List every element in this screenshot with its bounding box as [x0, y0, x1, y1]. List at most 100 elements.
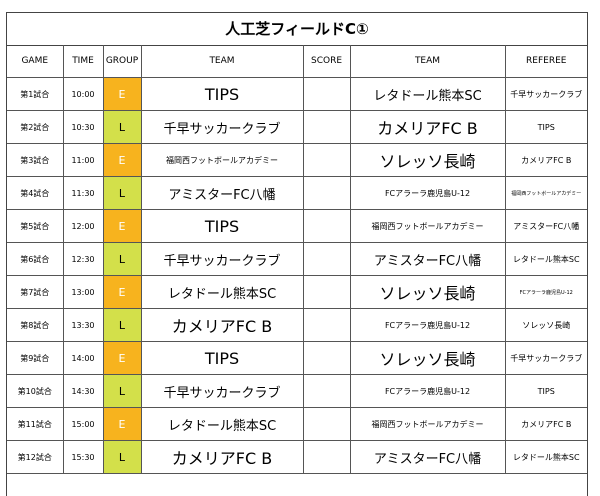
table-row: 第1試合 10:00 E TIPS レタドール熊本SC 千早サッカークラブ: [7, 77, 587, 111]
group-cell: E: [102, 143, 142, 177]
game-cell: 第7試合: [7, 275, 64, 309]
table-row: 第11試合 15:00 E レタドール熊本SC 福岡西フットボールアカデミー カメリアFC…: [7, 407, 587, 441]
header-time: TIME: [62, 45, 104, 78]
header-row: GAME TIME GROUP TEAM SCORE TEAM REFEREE: [7, 45, 587, 78]
game-cell: 第2試合: [7, 110, 64, 144]
time-cell: 13:00: [62, 275, 104, 309]
referee-cell: レタドール熊本SC: [504, 242, 587, 276]
home-team-cell: レタドール熊本SC: [140, 407, 304, 441]
score-cell[interactable]: [302, 176, 351, 210]
time-cell: 13:30: [62, 308, 104, 342]
away-team-cell: レタドール熊本SC: [349, 77, 506, 111]
referee-cell: レタドール熊本SC: [504, 440, 587, 474]
away-team-cell: 福岡西フットボールアカデミー: [349, 209, 506, 243]
header-team-away: TEAM: [349, 45, 506, 78]
table-row: 第2試合 10:30 L 千早サッカークラブ カメリアFC B TIPS: [7, 110, 587, 144]
game-cell: 第11試合: [7, 407, 64, 441]
table-row: 第9試合 14:00 E TIPS ソレッソ長崎 千早サッカークラブ: [7, 341, 587, 375]
referee-cell: FCアラーラ鹿児島U-12: [504, 275, 587, 309]
home-team-cell: 千早サッカークラブ: [140, 110, 304, 144]
table-row: 第4試合 11:30 L アミスターFC八幡 FCアラーラ鹿児島U-12 福岡西フットボー…: [7, 176, 587, 210]
match-schedule-table: GAME TIME GROUP TEAM SCORE TEAM REFEREE …: [7, 45, 587, 474]
score-cell[interactable]: [302, 209, 351, 243]
home-team-cell: アミスターFC八幡: [140, 176, 304, 210]
away-team-cell: 福岡西フットボールアカデミー: [349, 407, 506, 441]
score-cell[interactable]: [302, 110, 351, 144]
table-footer-blank: [7, 475, 587, 496]
score-cell[interactable]: [302, 275, 351, 309]
game-cell: 第5試合: [7, 209, 64, 243]
home-team-cell: TIPS: [140, 77, 304, 111]
group-cell: L: [102, 242, 142, 276]
referee-cell: カメリアFC B: [504, 407, 587, 441]
home-team-cell: 千早サッカークラブ: [140, 242, 304, 276]
time-cell: 10:00: [62, 77, 104, 111]
field-title: 人工芝フィールドC①: [7, 13, 587, 46]
referee-cell: アミスターFC八幡: [504, 209, 587, 243]
referee-cell: TIPS: [504, 374, 587, 408]
away-team-cell: ソレッソ長崎: [349, 275, 506, 309]
time-cell: 10:30: [62, 110, 104, 144]
away-team-cell: ソレッソ長崎: [349, 341, 506, 375]
referee-cell: カメリアFC B: [504, 143, 587, 177]
table-row: 第12試合 15:30 L カメリアFC B アミスターFC八幡 レタドール熊本SC: [7, 440, 587, 474]
game-cell: 第6試合: [7, 242, 64, 276]
referee-cell: 千早サッカークラブ: [504, 77, 587, 111]
home-team-cell: カメリアFC B: [140, 440, 304, 474]
time-cell: 15:00: [62, 407, 104, 441]
group-cell: E: [102, 209, 142, 243]
score-cell[interactable]: [302, 308, 351, 342]
score-cell[interactable]: [302, 77, 351, 111]
game-cell: 第4試合: [7, 176, 64, 210]
home-team-cell: 千早サッカークラブ: [140, 374, 304, 408]
table-row: 第5試合 12:00 E TIPS 福岡西フットボールアカデミー アミスターFC八幡: [7, 209, 587, 243]
header-referee: REFEREE: [504, 45, 587, 78]
group-cell: E: [102, 407, 142, 441]
table-row: 第10試合 14:30 L 千早サッカークラブ FCアラーラ鹿児島U-12 TIPS: [7, 374, 587, 408]
away-team-cell: FCアラーラ鹿児島U-12: [349, 374, 506, 408]
away-team-cell: アミスターFC八幡: [349, 242, 506, 276]
home-team-cell: 福岡西フットボールアカデミー: [140, 143, 304, 177]
away-team-cell: FCアラーラ鹿児島U-12: [349, 308, 506, 342]
referee-cell: TIPS: [504, 110, 587, 144]
header-team-home: TEAM: [140, 45, 304, 78]
group-cell: L: [102, 440, 142, 474]
time-cell: 12:30: [62, 242, 104, 276]
home-team-cell: カメリアFC B: [140, 308, 304, 342]
header-game: GAME: [7, 45, 64, 78]
table-row: 第3試合 11:00 E 福岡西フットボールアカデミー ソレッソ長崎 カメリアFC B: [7, 143, 587, 177]
score-cell[interactable]: [302, 341, 351, 375]
group-cell: E: [102, 341, 142, 375]
home-team-cell: レタドール熊本SC: [140, 275, 304, 309]
game-cell: 第10試合: [7, 374, 64, 408]
score-cell[interactable]: [302, 374, 351, 408]
schedule-sheet: 人工芝フィールドC① GAME TIME GROUP TEAM SCORE TE…: [6, 12, 588, 496]
score-cell[interactable]: [302, 407, 351, 441]
referee-cell: 千早サッカークラブ: [504, 341, 587, 375]
time-cell: 14:00: [62, 341, 104, 375]
score-cell[interactable]: [302, 440, 351, 474]
away-team-cell: カメリアFC B: [349, 110, 506, 144]
table-row: 第7試合 13:00 E レタドール熊本SC ソレッソ長崎 FCアラーラ鹿児島U-12: [7, 275, 587, 309]
game-cell: 第3試合: [7, 143, 64, 177]
home-team-cell: TIPS: [140, 341, 304, 375]
group-cell: E: [102, 77, 142, 111]
header-score: SCORE: [302, 45, 351, 78]
table-row: 第6試合 12:30 L 千早サッカークラブ アミスターFC八幡 レタドール熊本SC: [7, 242, 587, 276]
time-cell: 11:00: [62, 143, 104, 177]
home-team-cell: TIPS: [140, 209, 304, 243]
score-cell[interactable]: [302, 143, 351, 177]
time-cell: 14:30: [62, 374, 104, 408]
game-cell: 第1試合: [7, 77, 64, 111]
score-cell[interactable]: [302, 242, 351, 276]
game-cell: 第9試合: [7, 341, 64, 375]
group-cell: L: [102, 374, 142, 408]
game-cell: 第8試合: [7, 308, 64, 342]
group-cell: E: [102, 275, 142, 309]
time-cell: 11:30: [62, 176, 104, 210]
away-team-cell: ソレッソ長崎: [349, 143, 506, 177]
away-team-cell: アミスターFC八幡: [349, 440, 506, 474]
table-row: 第8試合 13:30 L カメリアFC B FCアラーラ鹿児島U-12 ソレッソ長崎: [7, 308, 587, 342]
header-group: GROUP: [102, 45, 142, 78]
referee-cell: ソレッソ長崎: [504, 308, 587, 342]
